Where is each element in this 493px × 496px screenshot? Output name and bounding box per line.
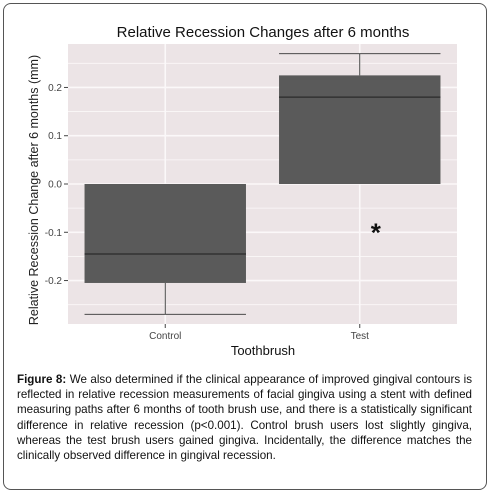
x-tick-label: Test	[351, 331, 370, 342]
x-tick-label: Control	[149, 331, 181, 342]
x-axis-label: Toothbrush	[231, 343, 295, 358]
y-axis-label: Relative Recession Change after 6 months…	[27, 55, 41, 325]
box-test	[279, 53, 441, 184]
y-tick-label: 0.2	[48, 83, 62, 94]
y-tick-label: -0.1	[45, 228, 63, 239]
y-tick-label: -0.2	[45, 276, 63, 287]
box-body	[84, 184, 246, 283]
boxplot-chart: -0.2 -0.1 0.0 0.1 0.2 Control Test Relative R…	[27, 24, 457, 358]
y-tick-label: 0.1	[48, 131, 62, 142]
box-control	[84, 184, 246, 315]
box-body	[279, 75, 441, 184]
significance-marker: *	[371, 217, 382, 247]
chart-title: Relative Recession Changes after 6 month…	[117, 24, 410, 41]
figure-caption: Figure 8: We also determined if the clin…	[17, 372, 472, 463]
caption-text: We also determined if the clinical appea…	[17, 373, 472, 463]
x-axis: Control Test	[149, 324, 369, 342]
boxes	[84, 53, 441, 315]
caption-label: Figure 8:	[17, 373, 67, 386]
y-axis: -0.2 -0.1 0.0 0.1 0.2	[45, 83, 68, 287]
y-tick-label: 0.0	[48, 180, 62, 191]
